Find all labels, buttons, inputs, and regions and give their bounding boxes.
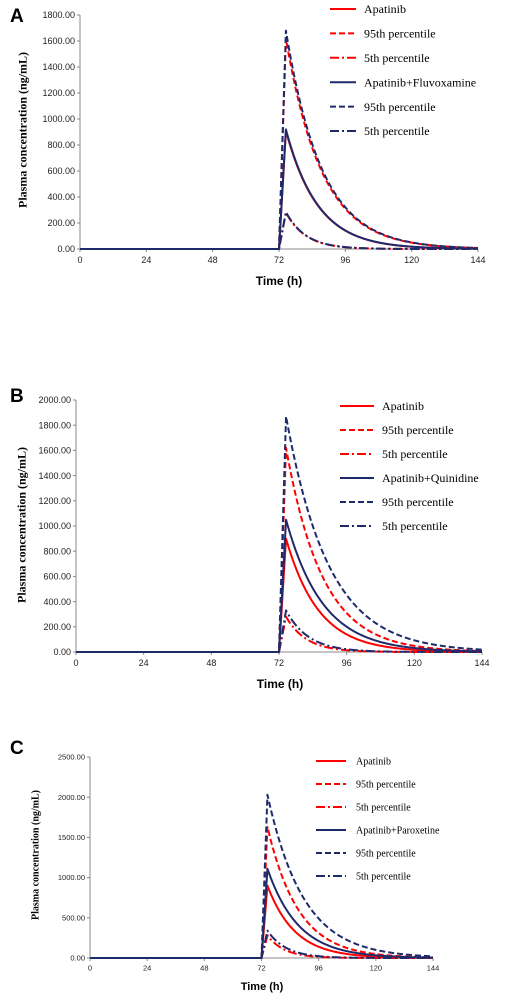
panel-a-y-tick-label: 400.00 [47,192,75,202]
chart-panel-b: B Plasma concentration (ng/mL) Time (h) … [0,385,512,697]
panel-a-legend-label-1: 95th percentile [364,27,436,41]
panel-b-y-tick-label: 800.00 [43,546,71,556]
panel-c-x-tick-label: 144 [427,964,440,973]
panel-b-y-tick-label: 400.00 [43,597,71,607]
panel-c-x-tick-label: 72 [257,964,265,973]
panel-a-plot: 0.00 200.00 400.00 600.00 800.00 1000.00 1200.… [42,2,485,265]
chart-panel-c: C Plasma concentration (ng/mL) Time (h) … [0,735,512,999]
panel-b-x-tick-label: 48 [206,658,216,668]
panel-a-x-tick-label: 48 [208,255,218,265]
panel-c-legend-label-5: 5th percentile [356,872,411,883]
panel-a-y-tick-label: 1000.00 [42,114,75,124]
panel-b-x-tick-label: 120 [407,658,422,668]
panel-b-legend-label-5: 5th percentile [382,519,448,533]
panel-b-x-axis-label: Time (h) [256,677,304,691]
panel-a-x-axis-label: Time (h) [255,274,303,288]
panel-c-x-tick-label: 48 [200,964,208,973]
panel-a-series-5-5th-percentile-line [79,210,479,250]
panel-b-x-tick-label: 96 [342,658,352,668]
panel-c-y-tick-label: 2000.00 [58,793,85,802]
panel-a-x-tick-label: 120 [404,255,419,265]
panel-c-legend: Apatinib 95th percentile 5th percentile Apa… [316,757,440,883]
panel-a-y-tick-label: 600.00 [47,166,75,176]
panel-c-x-tick-label: 96 [314,964,322,973]
panel-b-series-2-5th-percentile-line [75,615,483,653]
panel-c-letter: C [10,738,24,759]
panel-a-x-tick-label: 24 [141,255,151,265]
panel-b-legend-label-3: Apatinib+Quinidine [382,471,479,485]
panel-b-legend-label-2: 5th percentile [382,447,448,461]
panel-b-x-tick-label: 144 [474,658,489,668]
panel-c-y-tick-label: 0.00 [70,954,85,963]
panel-c-series-5-5th-percentile-line [89,929,434,959]
panel-a-legend-label-5: 5th percentile [364,124,430,138]
panel-c-legend-label-1: 95th percentile [356,780,416,791]
panel-a-y-tick-label: 1600.00 [42,36,75,46]
panel-c-legend-label-0: Apatinib [356,757,391,768]
panel-a-y-tick-label: 1200.00 [42,88,75,98]
panel-b-legend: Apatinib 95th percentile 5th percentile Apa… [340,399,479,533]
panel-b-y-tick-label: 200.00 [43,622,71,632]
panel-a-y-tick-label: 1400.00 [42,62,75,72]
panel-b-series-3-apatinib-quinidine-line [75,518,483,653]
panel-b-legend-label-0: Apatinib [382,399,424,413]
panel-b-letter: B [10,386,24,407]
panel-a-letter: A [10,6,24,27]
panel-b-y-tick-label: 600.00 [43,572,71,582]
panel-c-plot: 0.00 500.00 1000.00 1500.00 2000.00 2500.00 0 2… [58,753,440,973]
panel-b-series-4-95th-percentile-line [75,415,483,653]
panel-b-y-tick-label: 0.00 [53,647,71,657]
panel-a-y-tick-label: 0.00 [57,244,75,254]
panel-b-plot: 0.00 200.00 400.00 600.00 800.00 1000.00 1200.… [38,395,489,668]
panel-b-y-tick-label: 1800.00 [38,420,71,430]
panel-c-x-tick-label: 0 [88,964,92,973]
panel-b-x-tick-label: 72 [274,658,284,668]
panel-b-y-tick-label: 1200.00 [38,496,71,506]
panel-a-legend-label-4: 95th percentile [364,100,436,114]
panel-b-y-tick-label: 1000.00 [38,521,71,531]
panel-c-y-tick-label: 1000.00 [58,873,85,882]
panel-a-x-tick-label: 144 [470,255,485,265]
panel-a-y-tick-label: 200.00 [47,218,75,228]
panel-b-x-tick-label: 0 [73,658,78,668]
panel-a-y-tick-label: 800.00 [47,140,75,150]
panel-a-legend-label-3: Apatinib+Fluvoxamine [364,75,476,89]
panel-c-legend-label-3: Apatinib+Paroxetine [356,826,440,837]
panel-a-legend-label-2: 5th percentile [364,51,430,65]
panel-a-x-tick-label: 72 [274,255,284,265]
panel-c-legend-label-2: 5th percentile [356,803,411,814]
panel-c-x-axis-label: Time (h) [240,981,284,993]
panel-a-y-tick-label: 1800.00 [42,10,75,20]
panel-a-legend-label-0: Apatinib [364,2,406,16]
panel-c-y-tick-label: 2500.00 [58,753,85,762]
panel-a-x-tick-label: 96 [340,255,350,265]
panel-a-legend: Apatinib 95th percentile 5th percentile Apa… [330,2,476,138]
panel-b-legend-label-1: 95th percentile [382,423,454,437]
panel-c-legend-label-4: 95th percentile [356,849,416,860]
panel-a-x-tick-label: 0 [77,255,82,265]
panel-b-y-tick-label: 1400.00 [38,471,71,481]
panel-b-legend-label-4: 95th percentile [382,495,454,509]
panel-c-x-tick-label: 120 [370,964,383,973]
panel-b-y-tick-label: 1600.00 [38,446,71,456]
panel-b-y-tick-label: 2000.00 [38,395,71,405]
panel-c-y-tick-label: 500.00 [62,913,85,922]
panel-c-x-tick-label: 24 [143,964,151,973]
panel-b-x-tick-label: 24 [139,658,149,668]
panel-c-y-tick-label: 1500.00 [58,833,85,842]
chart-panel-a: A Plasma concentration (ng/mL) Time (h) … [0,0,512,300]
